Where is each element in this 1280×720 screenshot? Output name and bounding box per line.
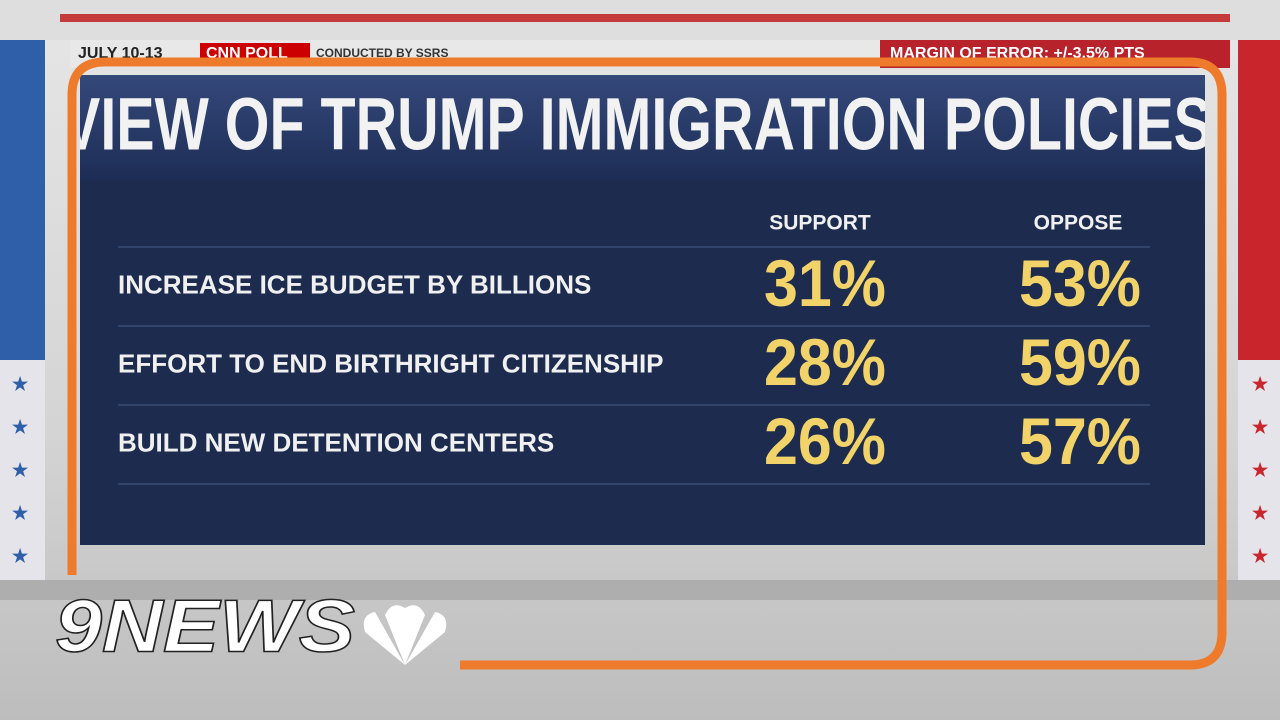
oppose-value: 57% xyxy=(1019,404,1141,478)
svg-text:★: ★ xyxy=(12,374,29,394)
header-note: CONDUCTED BY SSRS xyxy=(316,46,448,60)
support-value: 28% xyxy=(764,325,886,399)
row-label: INCREASE ICE BUDGET BY BILLIONS xyxy=(118,269,591,299)
left-stars: ★ ★ ★ ★ ★ xyxy=(12,374,29,566)
right-red-panel xyxy=(1238,40,1280,360)
svg-text:★: ★ xyxy=(1252,374,1269,394)
oppose-value: 59% xyxy=(1019,325,1141,399)
svg-text:★: ★ xyxy=(1252,503,1269,523)
right-star-panel xyxy=(1238,360,1280,580)
station-logo: 9NEWS xyxy=(55,585,355,668)
row-label: EFFORT TO END BIRTHRIGHT CITIZENSHIP xyxy=(118,348,664,378)
peacock-icon xyxy=(363,605,447,665)
svg-text:★: ★ xyxy=(1252,546,1269,566)
top-red-line xyxy=(60,14,1230,22)
column-header: OPPOSE xyxy=(1034,212,1123,235)
svg-text:★: ★ xyxy=(1252,460,1269,480)
orange-frame xyxy=(67,57,1227,670)
right-stars: ★ ★ ★ ★ ★ xyxy=(1252,374,1269,566)
title: VIEW OF TRUMP IMMIGRATION POLICIES xyxy=(62,83,1212,166)
left-blue-panel xyxy=(0,40,45,360)
svg-text:★: ★ xyxy=(12,460,29,480)
svg-text:★: ★ xyxy=(1252,417,1269,437)
left-star-panel xyxy=(0,360,45,580)
svg-text:★: ★ xyxy=(12,503,29,523)
support-value: 31% xyxy=(764,246,886,320)
poll-table: SUPPORT OPPOSE INCREASE ICE BUDGET BY BI… xyxy=(118,212,1150,485)
support-value: 26% xyxy=(764,404,886,478)
title-band xyxy=(80,75,1205,180)
column-header: SUPPORT xyxy=(769,212,871,235)
svg-text:★: ★ xyxy=(12,546,29,566)
row-label: BUILD NEW DETENTION CENTERS xyxy=(118,427,554,457)
svg-text:★: ★ xyxy=(12,417,29,437)
studio-ledge xyxy=(0,580,1280,600)
oppose-value: 53% xyxy=(1019,246,1141,320)
